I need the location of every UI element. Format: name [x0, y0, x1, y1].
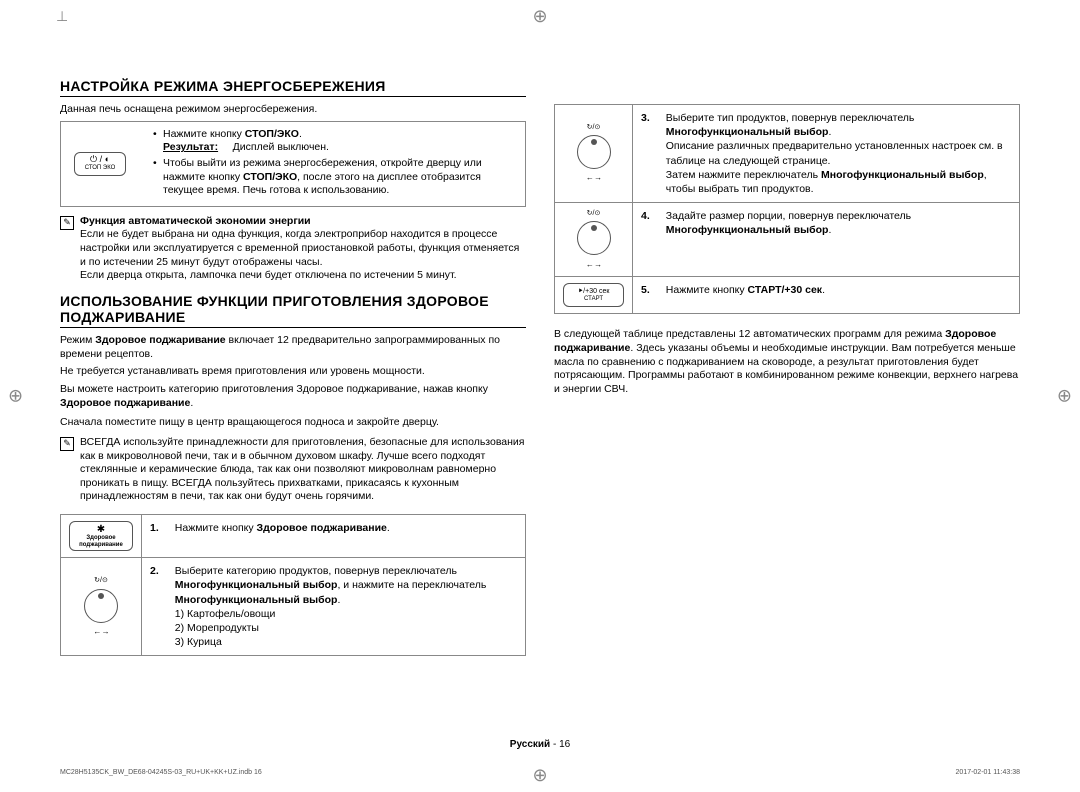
left-column: НАСТРОЙКА РЕЖИМА ЭНЕРГОСБЕРЕЖЕНИЯ Данная…	[60, 78, 526, 656]
start-button-graphic: ⯈/+30 сек СТАРТ	[563, 283, 624, 307]
page-columns: НАСТРОЙКА РЕЖИМА ЭНЕРГОСБЕРЕЖЕНИЯ Данная…	[60, 78, 1020, 656]
section-2-title: ИСПОЛЬЗОВАНИЕ ФУНКЦИИ ПРИГОТОВЛЕНИЯ ЗДОР…	[60, 293, 526, 328]
dial-label: ↻/⊙	[563, 123, 624, 132]
accessory-note: ✎ ВСЕГДА используйте принадлежности для …	[60, 436, 526, 504]
dial-icon	[577, 221, 611, 255]
step-number: 1.	[142, 515, 167, 558]
s2-p3: Вы можете настроить категорию приготовле…	[60, 383, 526, 410]
dial-arrows: ← →	[563, 173, 624, 184]
note-icon: ✎	[60, 216, 74, 230]
s2-p4: Сначала поместите пищу в центр вращающег…	[60, 416, 526, 430]
step2-iconcell: ↻/⊙ ← →	[61, 558, 142, 656]
section-1-title: НАСТРОЙКА РЕЖИМА ЭНЕРГОСБЕРЕЖЕНИЯ	[60, 78, 526, 97]
result-text: Дисплей выключен.	[233, 141, 329, 153]
eco-box: ⏻ / ◐ СТОП ЭКО Нажмите кнопку СТОП/ЭКО. …	[60, 121, 526, 207]
auto-eco-note-body2: Если дверца открыта, лампочка печи будет…	[80, 269, 526, 283]
step1-iconcell: ✱ Здоровое поджаривание	[61, 515, 142, 558]
steps-table-right: ↻/⊙ ← → 3. Выберите тип продуктов, повер…	[554, 104, 1020, 314]
step-number: 2.	[142, 558, 167, 656]
footer-lang: Русский	[510, 739, 550, 750]
crop-mark: ⊕	[8, 386, 23, 407]
dial-arrows: ← →	[563, 260, 624, 271]
crop-mark: ⊕	[1057, 386, 1072, 407]
note-icon: ✎	[60, 437, 74, 451]
dial-icon	[84, 589, 118, 623]
table-row: ↻/⊙ ← → 2. Выберите категорию продуктов,…	[61, 558, 526, 656]
section-1-intro: Данная печь оснащена режимом энергосбере…	[60, 103, 526, 117]
steps-table-left: ✱ Здоровое поджаривание 1. Нажмите кнопк…	[60, 514, 526, 656]
step3-text: Выберите тип продуктов, повернув переклю…	[658, 105, 1020, 203]
crop-mark: ⊕	[532, 6, 547, 27]
auto-eco-note: ✎ Функция автоматической экономии энерги…	[60, 215, 526, 283]
step-number: 3.	[633, 105, 658, 203]
auto-eco-note-title: Функция автоматической экономии энергии	[80, 215, 526, 229]
step5-text: Нажмите кнопку СТАРТ/+30 сек.	[658, 277, 1020, 314]
result-label: Результат:	[163, 141, 218, 153]
stop-eco-button-graphic: ⏻ / ◐ СТОП ЭКО	[74, 152, 126, 176]
eco-bullet-1: Нажмите кнопку СТОП/ЭКО. Результат: Дисп…	[153, 128, 517, 155]
auto-eco-note-body1: Если не будет выбрана ни одна функция, к…	[80, 228, 526, 269]
step-number: 5.	[633, 277, 658, 314]
page-footer: Русский - 16	[0, 739, 1080, 750]
step4-text: Задайте размер порции, повернув переключ…	[658, 203, 1020, 277]
step3-iconcell: ↻/⊙ ← →	[555, 105, 633, 203]
table-row: ✱ Здоровое поджаривание 1. Нажмите кнопк…	[61, 515, 526, 558]
table-row: ↻/⊙ ← → 3. Выберите тип продуктов, повер…	[555, 105, 1020, 203]
dial-icon	[577, 135, 611, 169]
step4-iconcell: ↻/⊙ ← →	[555, 203, 633, 277]
step2-text: Выберите категорию продуктов, повернув п…	[167, 558, 526, 656]
step-number: 4.	[633, 203, 658, 277]
eco-box-text: Нажмите кнопку СТОП/ЭКО. Результат: Дисп…	[139, 122, 525, 206]
step5-iconcell: ⯈/+30 сек СТАРТ	[555, 277, 633, 314]
print-footer: MC28H5135CK_BW_DE68-04245S-03_RU+UK+KK+U…	[60, 769, 1020, 776]
dial-label: ↻/⊙	[69, 576, 133, 585]
healthy-fry-button-graphic: ✱ Здоровое поджаривание	[69, 521, 133, 551]
right-column: ↻/⊙ ← → 3. Выберите тип продуктов, повер…	[554, 78, 1020, 656]
print-footer-right: 2017-02-01 11:43:38	[956, 769, 1020, 776]
s2-p1: Режим Здоровое поджаривание включает 12 …	[60, 334, 526, 361]
table-row: ↻/⊙ ← → 4. Задайте размер порции, поверн…	[555, 203, 1020, 277]
dial-label: ↻/⊙	[563, 209, 624, 218]
crop-mark: ⊥	[56, 8, 68, 25]
accessory-note-body: ВСЕГДА используйте принадлежности для пр…	[80, 436, 526, 504]
dial-arrows: ← →	[69, 627, 133, 638]
print-footer-left: MC28H5135CK_BW_DE68-04245S-03_RU+UK+KK+U…	[60, 769, 262, 776]
stop-eco-icon-bottom: СТОП ЭКО	[85, 165, 116, 172]
footer-page: - 16	[550, 739, 570, 750]
stop-eco-icon-top: ⏻ / ◐	[85, 155, 116, 165]
eco-bullet-2: Чтобы выйти из режима энергосбережения, …	[153, 157, 517, 198]
right-para: В следующей таблице представлены 12 авто…	[554, 328, 1020, 396]
step1-text: Нажмите кнопку Здоровое поджаривание.	[167, 515, 526, 558]
s2-p2: Не требуется устанавливать время пригото…	[60, 365, 526, 379]
table-row: ⯈/+30 сек СТАРТ 5. Нажмите кнопку СТАРТ/…	[555, 277, 1020, 314]
eco-box-iconcell: ⏻ / ◐ СТОП ЭКО	[61, 122, 139, 206]
